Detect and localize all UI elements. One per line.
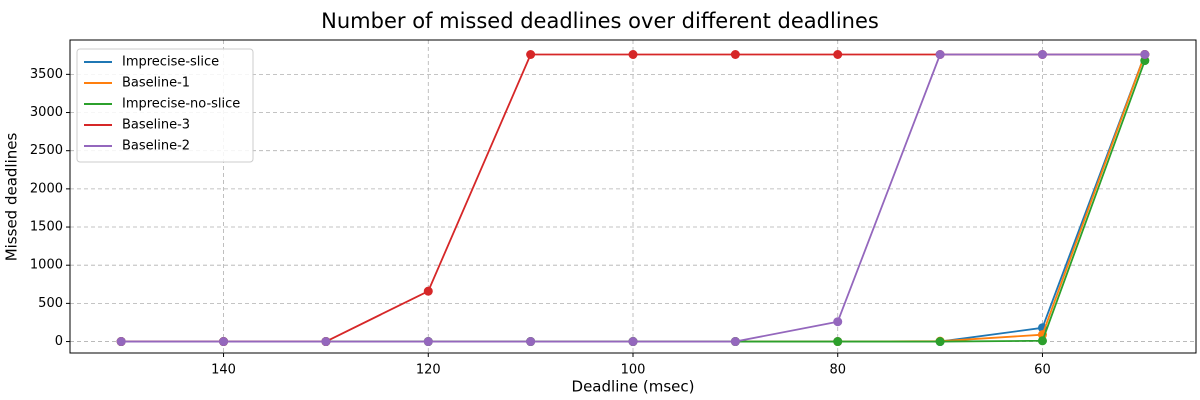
data-point	[321, 337, 331, 347]
x-tick-label: 140	[211, 363, 236, 378]
x-tick-label: 100	[621, 363, 646, 378]
data-point	[833, 337, 843, 347]
legend-label: Imprecise-slice	[122, 55, 219, 70]
legend: Imprecise-slice Baseline-1 Imprecise-no-sl…	[76, 48, 254, 163]
x-tick-label: 60	[1034, 363, 1051, 378]
data-point	[116, 337, 126, 347]
data-point	[730, 337, 740, 347]
data-point	[833, 317, 843, 327]
y-tick-label: 500	[38, 296, 63, 311]
data-point	[1037, 50, 1047, 60]
axis-ticks: 140 120 100 80 60 0 500 1000 1500 2000 2500 3000 350…	[30, 67, 1051, 378]
y-tick-label: 3000	[30, 105, 63, 120]
series-group	[116, 50, 1150, 347]
y-tick-label: 2000	[30, 181, 63, 196]
y-tick-label: 2500	[30, 143, 63, 158]
legend-label: Baseline-2	[122, 139, 190, 154]
data-point	[526, 50, 536, 60]
y-tick-label: 1000	[30, 258, 63, 273]
data-point	[526, 337, 536, 347]
data-point	[219, 337, 229, 347]
data-point	[730, 50, 740, 60]
data-point	[628, 50, 638, 60]
data-point	[423, 286, 433, 296]
y-tick-label: 3500	[30, 67, 63, 82]
data-point	[628, 337, 638, 347]
data-point	[1140, 50, 1150, 60]
legend-label: Imprecise-no-slice	[122, 97, 240, 112]
y-tick-label: 1500	[30, 220, 63, 235]
data-point	[1037, 336, 1047, 346]
legend-box	[76, 48, 254, 163]
data-point	[935, 50, 945, 60]
legend-label: Baseline-3	[122, 118, 190, 133]
y-axis-title: Missed deadlines	[3, 133, 21, 262]
data-point	[423, 337, 433, 347]
data-point	[833, 50, 843, 60]
series-baseline-2	[116, 50, 1150, 347]
data-point	[935, 337, 945, 347]
chart-title: Number of missed deadlines over differen…	[321, 9, 879, 33]
x-tick-label: 80	[829, 363, 846, 378]
legend-label: Baseline-1	[122, 76, 190, 91]
x-tick-label: 120	[416, 363, 441, 378]
y-tick-label: 0	[55, 334, 63, 349]
x-axis-title: Deadline (msec)	[572, 378, 695, 396]
